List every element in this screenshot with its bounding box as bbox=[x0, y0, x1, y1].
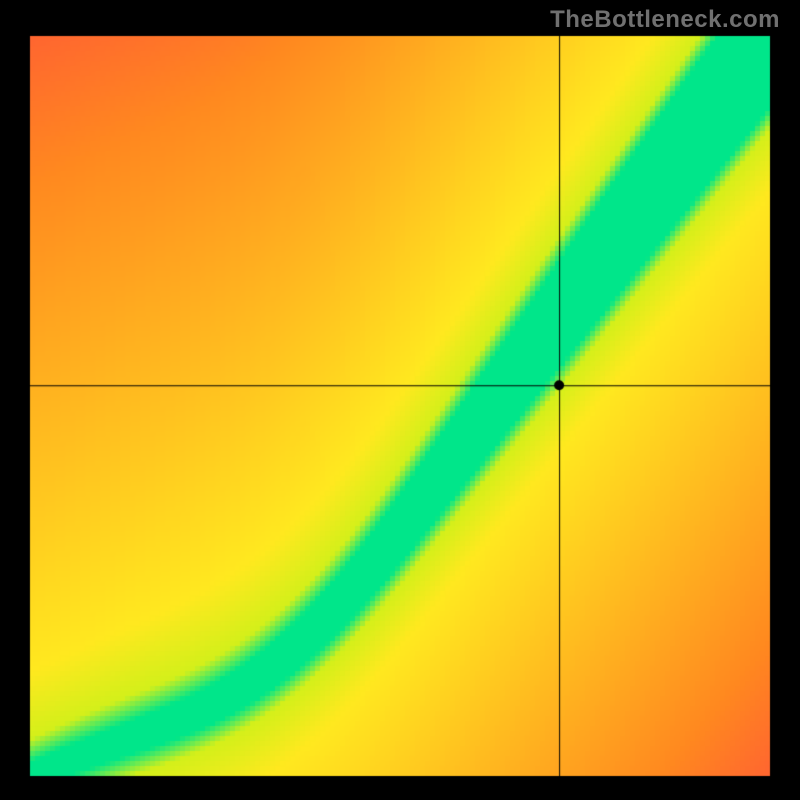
chart-root: TheBottleneck.com bbox=[0, 0, 800, 800]
watermark-text: TheBottleneck.com bbox=[550, 6, 780, 34]
heatmap-canvas bbox=[0, 0, 800, 800]
